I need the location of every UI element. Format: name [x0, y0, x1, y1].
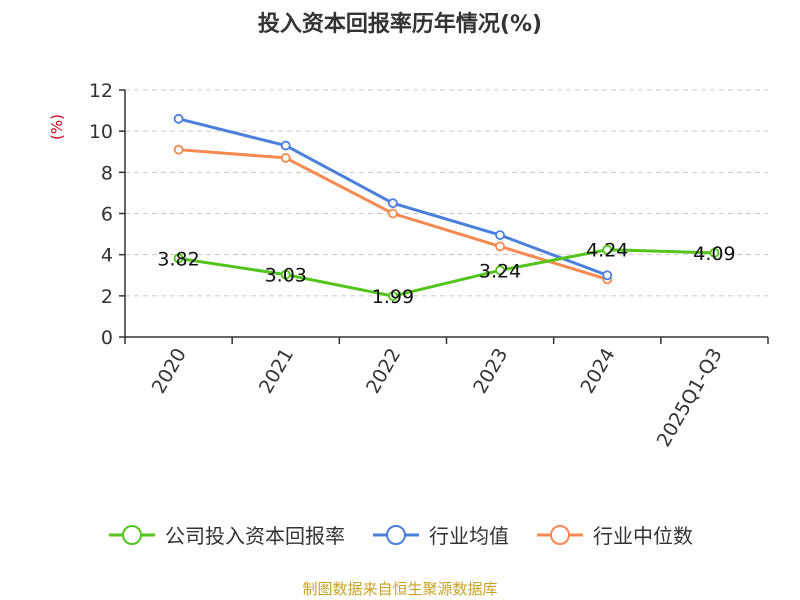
data-label: 1.99 [372, 286, 414, 308]
grid-lines [125, 89, 768, 297]
data-label: 4.09 [693, 243, 735, 265]
data-point [280, 140, 291, 151]
data-point [602, 270, 613, 281]
data-point [280, 269, 291, 280]
legend-line-circle-icon [537, 524, 583, 545]
legend-label: 公司投入资本回报率 [165, 524, 345, 548]
legend-line-circle-icon [373, 524, 419, 545]
x-tick-label: 2025Q1-Q3 [653, 345, 727, 451]
data-point [388, 198, 398, 209]
x-tick-label: 2023 [469, 345, 512, 398]
data-point [495, 265, 505, 276]
y-tick-label: 8 [101, 162, 113, 184]
legend-item[interactable]: 行业中位数 [535, 520, 693, 549]
legend-item[interactable]: 公司投入资本回报率 [107, 520, 345, 549]
data-point [602, 244, 613, 255]
data-point [173, 113, 184, 124]
legend-item[interactable]: 行业均值 [371, 520, 509, 549]
data-point [173, 144, 184, 155]
data-label: 3.82 [157, 248, 199, 270]
series-lines [173, 113, 720, 301]
data-point [495, 230, 505, 241]
x-tick-label: 2022 [362, 345, 405, 398]
data-label: 3.03 [265, 265, 307, 287]
legend: 公司投入资本回报率 行业均值 行业中位数 [0, 520, 800, 549]
data-label: 3.24 [479, 260, 521, 282]
legend-label: 行业中位数 [593, 524, 693, 548]
y-axis-unit-label: (%) [48, 114, 66, 140]
x-tick-label: 2020 [148, 345, 191, 398]
line-chart: 0 2 4 6 8 10 12 2020 2021 2022 2023 2024 2025Q1-Q3 (… [48, 80, 769, 451]
source-note: 制图数据来自恒生聚源数据库 [302, 580, 498, 598]
data-labels: 3.82 3.03 1.99 3.24 4.24 4.09 [157, 240, 735, 308]
y-tick-label: 4 [101, 245, 113, 267]
series-line [178, 117, 608, 277]
data-point [280, 153, 291, 163]
data-point [388, 291, 398, 301]
data-point [709, 247, 720, 258]
data-point [495, 241, 505, 252]
chart-title: 投入资本回报率历年情况(%) [257, 12, 543, 37]
data-point [388, 208, 398, 219]
y-tick-label: 10 [89, 121, 113, 143]
legend-line-circle-icon [109, 524, 155, 545]
data-label: 4.24 [586, 240, 628, 262]
x-tick-label: 2021 [255, 345, 298, 398]
legend-label: 行业均值 [429, 524, 509, 548]
y-tick-label: 12 [89, 80, 113, 102]
y-tick-label: 0 [101, 327, 113, 349]
y-tick-label: 2 [101, 286, 113, 308]
y-tick-label: 6 [101, 204, 113, 226]
series-line [178, 248, 715, 298]
x-tick-label: 2024 [576, 345, 619, 398]
data-point [173, 253, 184, 264]
